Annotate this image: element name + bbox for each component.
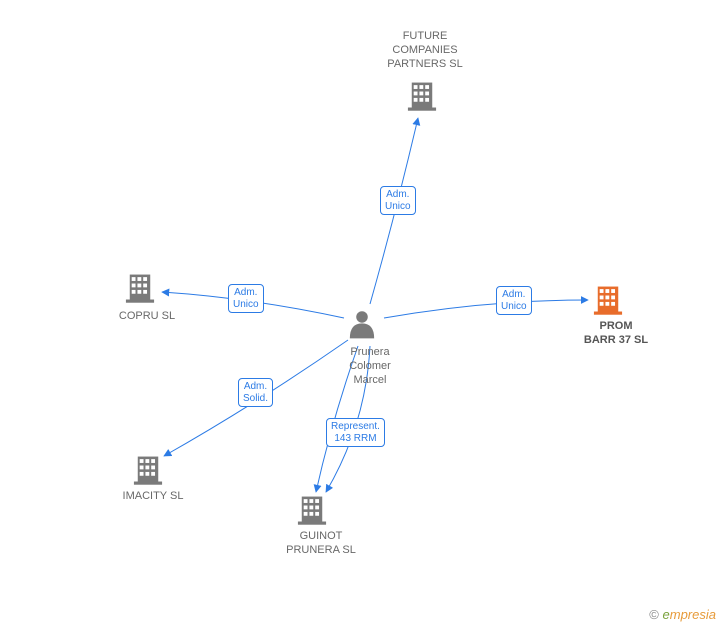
edge-label-c-future: Adm. Unico [380, 186, 416, 215]
node-label-future[interactable]: FUTURE COMPANIES PARTNERS SL [380, 30, 470, 71]
copyright-symbol: © [649, 607, 659, 622]
node-label-center[interactable]: Prunera Colomer Marcel [340, 346, 400, 387]
node-label-imacity[interactable]: IMACITY SL [118, 490, 188, 504]
node-label-prom[interactable]: PROM BARR 37 SL [576, 320, 656, 348]
edge-label-c-guinot2: Represent. 143 RRM [326, 418, 385, 447]
building-icon-imacity[interactable] [134, 457, 162, 485]
edge-label-c-copru: Adm. Unico [228, 284, 264, 313]
node-label-copru[interactable]: COPRU SL [112, 310, 182, 324]
building-icon-guinot[interactable] [298, 497, 326, 525]
edge-c-prom [384, 300, 588, 318]
edge-label-c-guinot1: Adm. Solid. [238, 378, 273, 407]
person-icon-center[interactable] [350, 311, 374, 338]
brand-name: empresia [663, 607, 716, 622]
building-icon-copru[interactable] [126, 275, 154, 303]
node-label-guinot[interactable]: GUINOT PRUNERA SL [276, 530, 366, 558]
building-icon-prom[interactable] [594, 287, 622, 315]
footer-copyright: © empresia [649, 607, 716, 622]
building-icon-future[interactable] [408, 83, 436, 111]
edge-label-c-prom: Adm. Unico [496, 286, 532, 315]
